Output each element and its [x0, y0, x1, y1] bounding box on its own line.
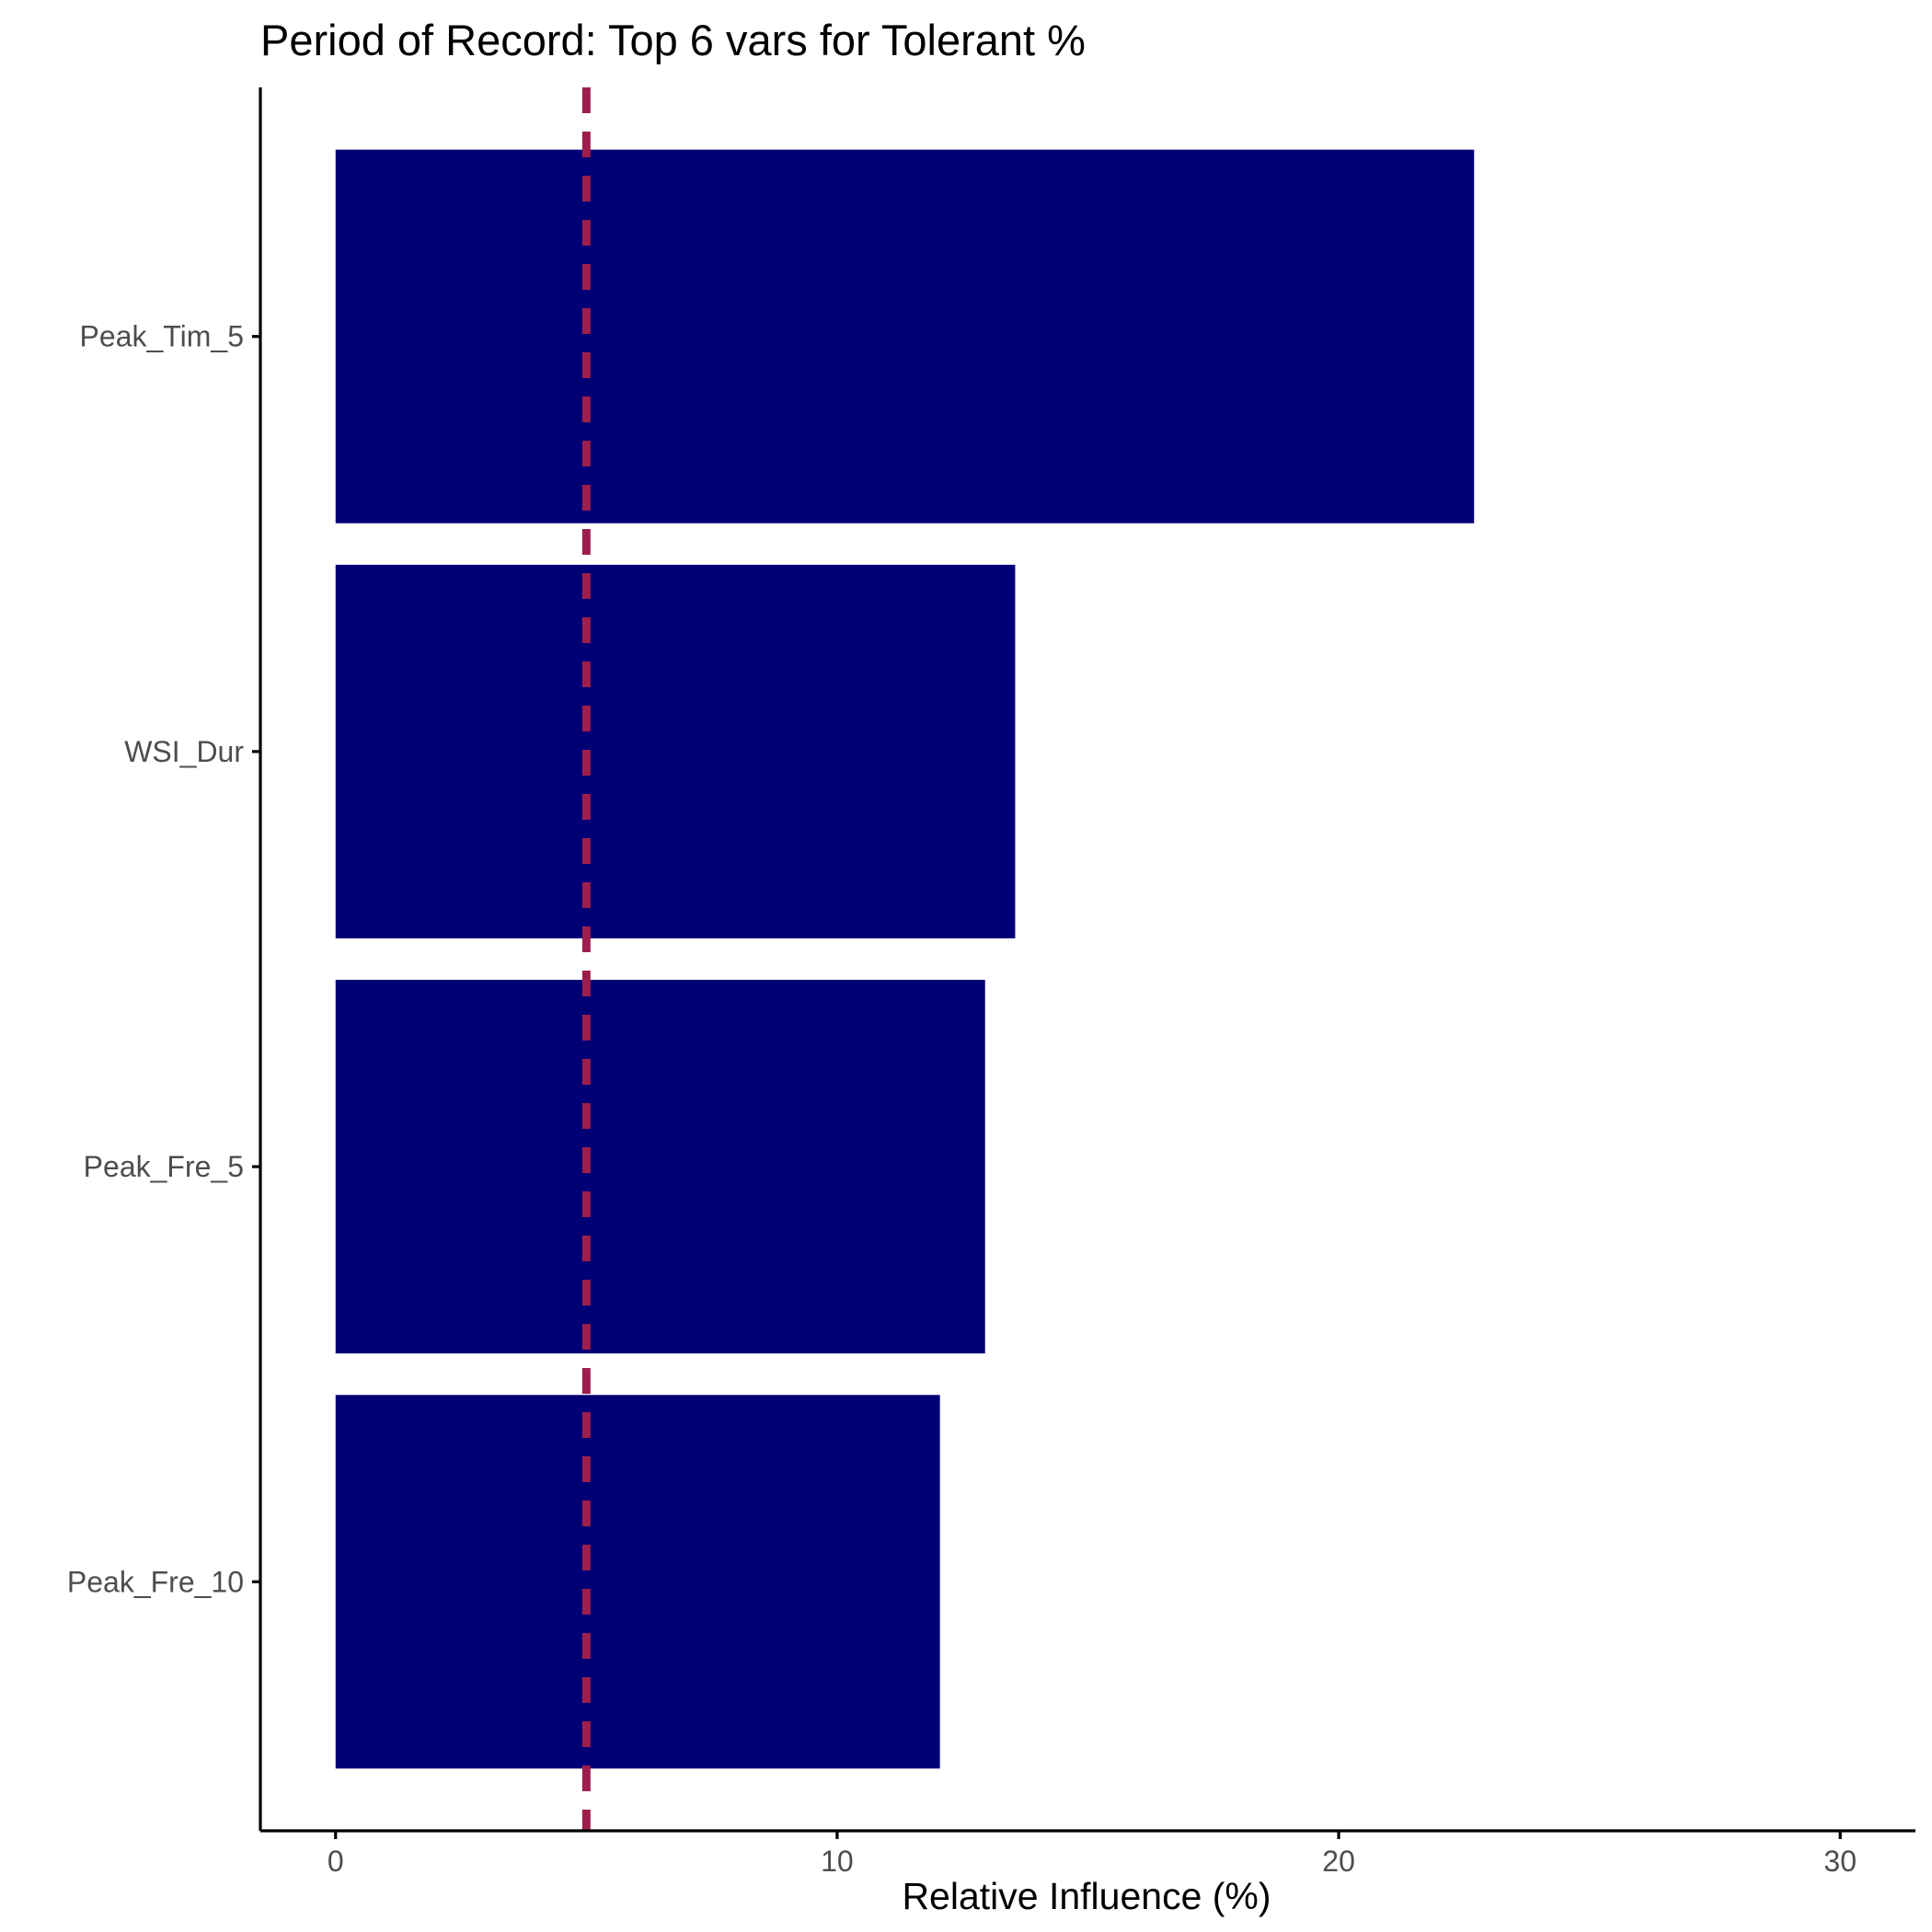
y-tick-label: WSI_Dur: [124, 735, 244, 768]
x-tick-label: 30: [1823, 1845, 1857, 1878]
axes-layer: 0 10 20 30 Peak_Tim_5 WSI_Dur Peak_Fre_5 Peak_F…: [67, 87, 1915, 1878]
y-tick-label: Peak_Tim_5: [80, 320, 244, 353]
bars-layer: [335, 149, 1475, 1769]
bar-Peak_Fre_10: [335, 1395, 940, 1769]
x-tick-label: 10: [821, 1845, 854, 1878]
y-tick-label: Peak_Fre_5: [84, 1150, 244, 1183]
x-tick-label: 0: [328, 1845, 344, 1878]
bar-Peak_Tim_5: [335, 149, 1475, 523]
chart-title: Period of Record: Top 6 vars for Toleran…: [260, 16, 1086, 64]
x-axis-title: Relative Influence (%): [902, 1875, 1271, 1917]
y-tick-label: Peak_Fre_10: [67, 1565, 244, 1598]
bar-Peak_Fre_5: [335, 980, 985, 1354]
x-tick-label: 20: [1322, 1845, 1355, 1878]
bar-WSI_Dur: [335, 564, 1016, 938]
